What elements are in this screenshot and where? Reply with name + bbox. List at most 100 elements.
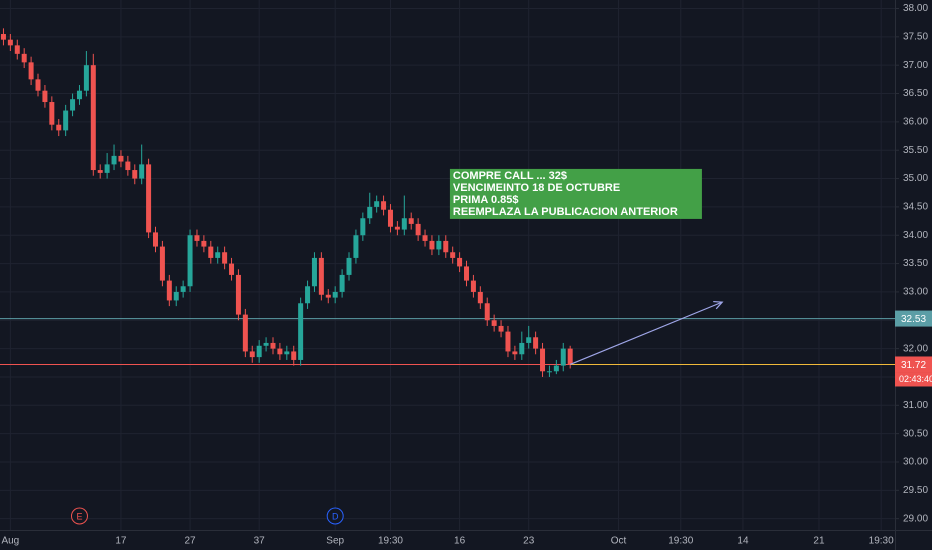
candle-body — [70, 99, 76, 111]
y-tick-label: 31.00 — [903, 400, 928, 411]
candle-body — [512, 351, 518, 355]
candle-body — [311, 257, 317, 287]
price-label-box — [895, 356, 932, 373]
price-label-box — [895, 310, 932, 327]
candle-body — [63, 110, 69, 131]
candle-body — [249, 351, 255, 358]
candle-body — [533, 337, 539, 349]
candle-body — [201, 240, 207, 247]
y-tick-label: 35.50 — [903, 145, 928, 156]
x-tick-label: 27 — [184, 536, 196, 547]
candle-body — [346, 257, 352, 275]
x-tick-label: 17 — [115, 536, 127, 547]
candle-body — [491, 320, 497, 326]
candle-body — [332, 291, 338, 298]
price-label: 31.72 — [901, 360, 926, 371]
candle-body — [235, 274, 241, 315]
candle-body — [229, 263, 235, 275]
x-tick-label: 19:30 — [869, 536, 894, 547]
candle-body — [28, 62, 34, 80]
candle-body — [353, 235, 359, 258]
candle-body — [159, 246, 165, 281]
candle-body — [360, 218, 366, 236]
candle-body — [394, 226, 400, 230]
event-label: D — [332, 511, 339, 521]
candle-body — [457, 257, 463, 267]
candle-body — [546, 371, 552, 373]
y-tick-label: 36.00 — [903, 117, 928, 128]
candle-body — [263, 342, 269, 346]
grid — [0, 0, 895, 530]
y-tick-label: 30.00 — [903, 457, 928, 468]
candle-body — [567, 348, 573, 365]
candle-body — [14, 45, 20, 54]
candle-body — [429, 240, 435, 250]
x-tick-label: 19:30 — [378, 536, 403, 547]
y-tick-label: 33.00 — [903, 287, 928, 298]
y-tick-label: 30.50 — [903, 428, 928, 439]
candle-body — [118, 155, 124, 162]
y-tick-label: 34.00 — [903, 230, 928, 241]
candle-body — [104, 164, 110, 173]
x-tick-label: 16 — [454, 536, 466, 547]
y-tick-label: 37.00 — [903, 60, 928, 71]
y-tick-label: 33.50 — [903, 258, 928, 269]
arrow-head — [713, 300, 724, 310]
y-tick-label: 38.00 — [903, 3, 928, 14]
candle-body — [305, 286, 311, 304]
candle-body — [484, 303, 490, 321]
candle-body — [194, 235, 200, 241]
annotation-text: VENCIMEINTO 18 DE OCTUBRE — [453, 182, 620, 194]
candle-body — [187, 235, 193, 287]
candle-body — [367, 206, 373, 219]
candle-body — [132, 170, 138, 179]
candle-body — [7, 39, 13, 46]
annotation-text: PRIMA 0.85$ — [453, 194, 519, 206]
candle-body — [35, 79, 41, 91]
event-marker — [326, 507, 344, 525]
candle-body — [325, 294, 331, 298]
candle-body — [146, 164, 152, 233]
candle-body — [256, 345, 262, 358]
y-tick-label: 37.50 — [903, 31, 928, 42]
y-tick-label: 36.50 — [903, 88, 928, 99]
candle-body — [180, 286, 186, 292]
x-tick-label: 19:30 — [668, 536, 693, 547]
event-label: E — [76, 511, 82, 521]
annotation-text: REEMPLAZA LA PUBLICACION ANTERIOR — [453, 206, 678, 218]
y-tick-label: 32.00 — [903, 343, 928, 354]
candle-body — [208, 246, 214, 258]
y-tick-label: 34.50 — [903, 202, 928, 213]
x-tick-label: 37 — [254, 536, 266, 547]
x-tick-label: 14 — [737, 536, 749, 547]
candle-body — [553, 365, 559, 372]
candle-body — [0, 34, 6, 40]
candle-body — [374, 201, 380, 207]
annotation-text: COMPRE CALL ... 32$ — [453, 170, 567, 182]
candle-body — [477, 291, 483, 304]
countdown-box — [895, 372, 932, 387]
candle-body — [450, 252, 456, 258]
candle-body — [76, 90, 82, 100]
x-tick-label: Oct — [611, 536, 627, 547]
candle-body — [560, 348, 566, 366]
y-tick-label: 29.00 — [903, 513, 928, 524]
candle-body — [464, 266, 470, 281]
candle-body — [408, 218, 414, 224]
candle-body — [540, 348, 546, 372]
candle-body — [270, 342, 276, 349]
candle-body — [125, 161, 131, 171]
candle-body — [422, 235, 428, 241]
candle-body — [111, 155, 117, 165]
candle-body — [173, 291, 179, 301]
candle-body — [387, 209, 393, 227]
candle-body — [339, 274, 345, 292]
price-label: 32.53 — [901, 314, 926, 325]
candle-body — [166, 280, 172, 301]
candle-body — [519, 342, 525, 355]
candle-body — [97, 170, 103, 173]
candle-body — [298, 303, 304, 360]
candle-body — [291, 351, 297, 360]
x-tick-label: Sep — [326, 536, 344, 547]
